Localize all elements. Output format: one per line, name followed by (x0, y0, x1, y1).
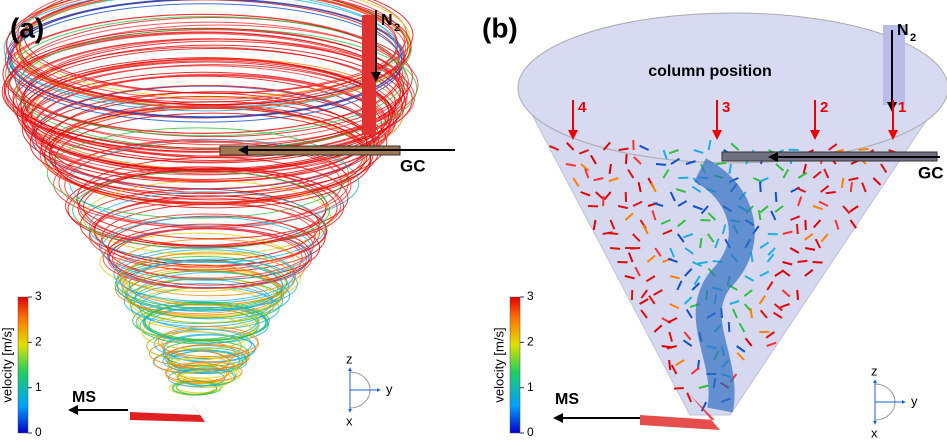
colorbar-tick-label: 1 (527, 380, 534, 394)
velocity-arrow (674, 388, 684, 389)
velocity-arrow (669, 360, 670, 370)
velocity-arrow (859, 149, 869, 150)
n2-subscript: 2 (394, 22, 400, 34)
n2-label: N (897, 22, 909, 39)
velocity-arrow (813, 262, 823, 263)
inlet-tube (362, 15, 376, 135)
colorbar (510, 297, 520, 433)
panel-label: (a) (10, 12, 44, 43)
ms-label: MS (555, 391, 579, 408)
velocity-arrow (826, 192, 836, 193)
axis-y-label: y (386, 381, 393, 396)
velocity-arrow (630, 248, 640, 249)
position-label: 4 (578, 99, 587, 116)
colorbar-tick-label: 0 (35, 425, 42, 439)
velocity-arrow (798, 261, 808, 262)
velocity-arrow (656, 164, 666, 165)
axis-x-label: x (346, 413, 353, 428)
colorbar-tick-label: 3 (35, 289, 42, 303)
colorbar-tick-label: 1 (35, 380, 42, 394)
velocity-arrow (700, 238, 701, 248)
column-position-label: column position (648, 63, 772, 80)
colorbar-tick-label: 2 (35, 335, 42, 349)
axis-z-label: z (346, 351, 353, 366)
velocity-arrow (603, 196, 604, 206)
funnel-top (518, 13, 947, 163)
position-label: 2 (820, 99, 828, 116)
panel-label: (b) (482, 12, 518, 43)
axis-z-label: z (871, 363, 878, 378)
velocity-arrow (776, 192, 777, 202)
flow-visualization (2, 0, 947, 430)
outlet-tube (130, 400, 205, 422)
figure: (a)N2GCMS0123velocity [m/s]zyx(b)N2GCMS0… (0, 0, 947, 442)
velocity-arrow (797, 224, 798, 234)
colorbar-tick-label: 0 (527, 425, 534, 439)
position-label: 1 (898, 99, 906, 116)
velocity-arrow (626, 154, 627, 164)
position-label: 3 (722, 99, 730, 116)
colorbar-tick-label: 2 (527, 335, 534, 349)
ms-label: MS (72, 389, 96, 406)
velocity-arrow (851, 182, 852, 192)
velocity-arrow (610, 248, 620, 249)
axis-y-label: y (911, 393, 918, 408)
colorbar-label: velocity [m/s] (491, 327, 506, 402)
gc-label: GC (918, 163, 944, 182)
colorbar-tick-label: 3 (527, 289, 534, 303)
colorbar (18, 297, 28, 433)
velocity-arrow (716, 163, 726, 164)
n2-label: N (381, 12, 393, 29)
velocity-arrow (608, 233, 618, 234)
velocity-arrow (797, 290, 798, 300)
axis-x-label: x (871, 425, 878, 440)
velocity-arrow (610, 164, 611, 174)
gc-label: GC (400, 156, 426, 175)
velocity-arrow (760, 182, 761, 192)
velocity-arrow (729, 322, 730, 332)
colorbar-label: velocity [m/s] (0, 327, 14, 402)
n2-subscript: 2 (910, 32, 916, 44)
